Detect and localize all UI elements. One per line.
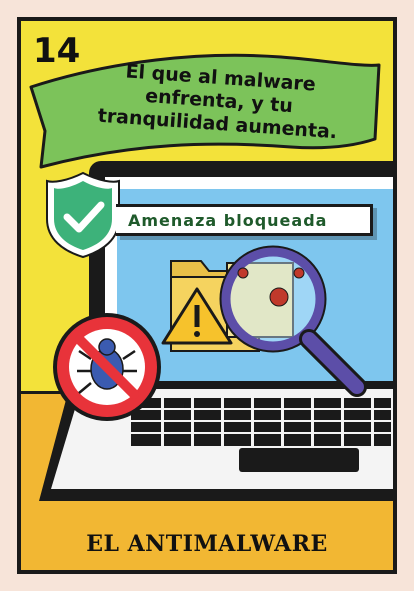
touchpad [239, 448, 359, 472]
card-title: EL ANTIMALWARE [86, 531, 328, 557]
shield-check-icon [46, 171, 120, 259]
threat-blocked-badge: Amenaza bloqueada [116, 204, 373, 236]
prohibition-icon [53, 313, 161, 421]
warning-icon [161, 287, 233, 345]
card-number: 14 [33, 31, 81, 71]
loteria-card: 14 El que al malware enfrenta, y tu tran… [17, 17, 397, 574]
bug-icon [237, 267, 305, 307]
motto-banner [29, 53, 381, 169]
